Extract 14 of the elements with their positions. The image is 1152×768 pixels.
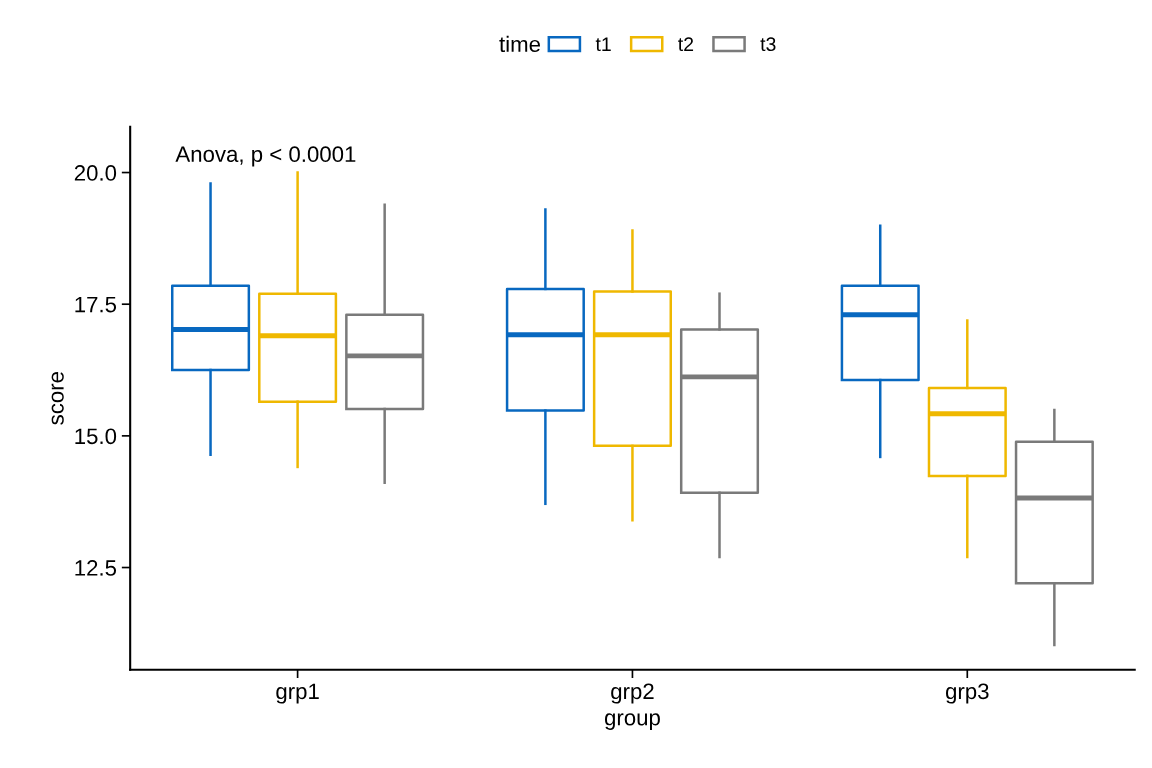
- x-tick-label: grp1: [276, 683, 319, 704]
- annotation: Anova, p < 0.0001: [175, 146, 356, 167]
- legend-label: t2: [678, 37, 694, 52]
- x-axis-title: group: [604, 713, 660, 730]
- y-axis-title: score: [51, 372, 64, 425]
- x-tick-label: grp2: [611, 683, 654, 704]
- legend-label: t1: [595, 37, 611, 52]
- legend-label: t3: [760, 37, 776, 52]
- legend-title: time: [499, 35, 540, 53]
- y-tick-label: 17.5: [75, 296, 117, 313]
- y-tick-label: 15.0: [75, 428, 117, 445]
- y-tick-label: 12.5: [75, 560, 117, 576]
- x-tick-label: grp3: [945, 683, 989, 704]
- y-tick-label: 20.0: [74, 165, 117, 181]
